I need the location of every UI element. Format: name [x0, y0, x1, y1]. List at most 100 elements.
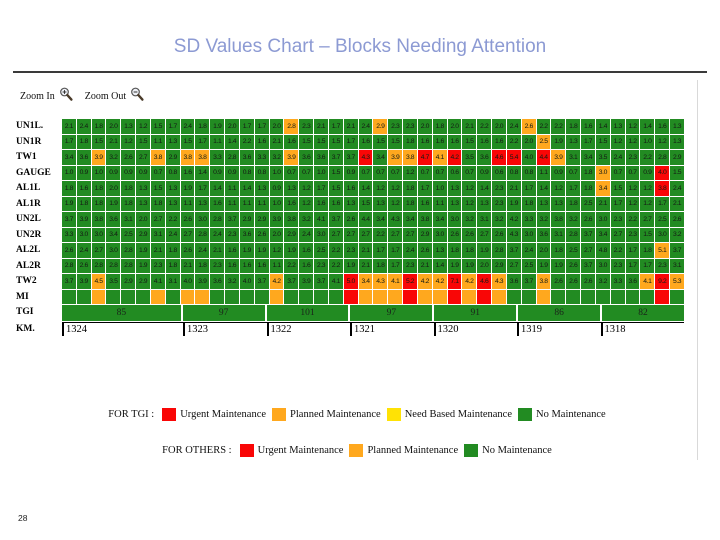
grid-cell: 2.5 [314, 243, 328, 258]
grid-cell: 3.1 [670, 258, 684, 273]
grid-cell: 1.6 [655, 119, 670, 134]
zoom-controls: Zoom In Zoom Out [20, 87, 153, 105]
grid-cell: 1.3 [610, 119, 625, 134]
grid-cell: 3.3 [521, 212, 536, 227]
grid-cell: 2.2 [536, 119, 551, 134]
grid-cell: 3.6 [536, 227, 551, 242]
grid-cell: 3.9 [284, 150, 299, 165]
grid-cell: 4.0 [655, 165, 670, 180]
grid-cell: 3.0 [595, 258, 610, 273]
legend-item: Urgent Maintenance [162, 408, 266, 421]
zoom-in-icon[interactable] [59, 87, 74, 105]
grid-cell: 2.0 [269, 227, 284, 242]
grid-cell: 3.4 [595, 181, 610, 196]
grid-cell: 2.6 [254, 227, 269, 242]
km-section: 1319 [517, 323, 601, 340]
grid-cell: 5.4 [506, 150, 521, 165]
heatmap-row: AL1R 1.9 1.8 1.8 1.9 1.8 1.3 1.8 1.3 1.1 1.3 1.6 1.1… [16, 196, 684, 211]
grid-cell: 1.8 [91, 196, 106, 211]
grid-cell: 2.4 [210, 227, 225, 242]
grid-cell: 1.1 [239, 196, 254, 211]
grid-cell: 4.7 [417, 150, 432, 165]
tgi-block: 82 [602, 305, 684, 321]
legend-item-label: Urgent Maintenance [180, 409, 267, 420]
grid-cell: 2.4 [76, 243, 91, 258]
grid-cell: 1.6 [254, 258, 269, 273]
grid-cell: 3.0 [447, 212, 462, 227]
grid-cell: 0.7 [462, 165, 477, 180]
grid-cell: 3.7 [328, 212, 343, 227]
grid-cell: 2.5 [581, 196, 595, 211]
grid-cell: 1.2 [462, 196, 477, 211]
grid-cell: 3.0 [91, 227, 106, 242]
grid-cell: 2.8 [91, 258, 106, 273]
grid-cell: 2.9 [165, 150, 180, 165]
grid-cell: 2.8 [121, 243, 136, 258]
mi-cell [284, 289, 299, 304]
grid-cell: 7.1 [447, 274, 462, 289]
grid-cell: 3.7 [62, 212, 76, 227]
legend-item: No Maintenance [518, 408, 606, 421]
zoom-out-button[interactable]: Zoom Out [84, 90, 127, 102]
grid-cell: 4.1 [314, 212, 328, 227]
grid-cell: 1.3 [254, 181, 269, 196]
legend-others-items: Urgent Maintenance Planned Maintenance No … [239, 444, 558, 457]
grid-cell: 3.2 [670, 227, 684, 242]
grid-cell: 1.3 [447, 181, 462, 196]
grid-cell: 4.4 [358, 212, 373, 227]
grid-cell: 3.9 [299, 274, 314, 289]
grid-cell: 3.6 [299, 150, 314, 165]
grid-cell: 2.6 [670, 212, 684, 227]
grid-cell: 2.7 [358, 227, 373, 242]
grid-cell: 3.3 [210, 150, 225, 165]
grid-cell: 2.9 [136, 227, 150, 242]
grid-cell: 1.5 [373, 134, 388, 149]
grid-cell: 3.7 [343, 150, 358, 165]
grid-cell: 3.7 [581, 258, 595, 273]
mi-cell [670, 289, 684, 304]
page-title: SD Values Chart – Blocks Needing Attenti… [173, 36, 547, 57]
grid-cell: 0.7 [432, 165, 447, 180]
mi-cell [403, 289, 417, 304]
grid-cell: 3.3 [254, 150, 269, 165]
grid-cell: 1.6 [225, 243, 239, 258]
tgi-block: 85 [62, 305, 181, 321]
grid-cell: 2.5 [121, 227, 136, 242]
grid-cell: 2.0 [269, 119, 284, 134]
grid-cell: 3.8 [655, 181, 670, 196]
grid-cell: 3.6 [314, 150, 328, 165]
grid-cell: 2.6 [180, 243, 195, 258]
grid-cell: 2.0 [136, 212, 150, 227]
grid-cell: 3.6 [625, 274, 640, 289]
grid-cell: 2.6 [581, 212, 595, 227]
legend-item: Planned Maintenance [349, 444, 458, 457]
grid-cell: 1.2 [640, 181, 655, 196]
mi-cell [373, 289, 388, 304]
grid-cell: 1.3 [432, 243, 447, 258]
row-cells: 2.1 2.4 1.8 2.0 1.3 1.2 1.5 1.7 2.4 1.8 1.9 2.0 1.7 1… [62, 119, 684, 134]
heatmap-row: TGI 85 97 101 97 91 86 82 [16, 305, 684, 321]
grid-cell: 2.2 [165, 212, 180, 227]
zoom-out-icon[interactable] [130, 87, 145, 105]
grid-cell: 2.6 [492, 227, 506, 242]
grid-cell: 3.6 [239, 150, 254, 165]
grid-cell: 1.4 [225, 134, 239, 149]
grid-cell: 1.4 [536, 181, 551, 196]
grid-cell: 3.4 [595, 227, 610, 242]
title-divider [13, 71, 707, 73]
row-cells: 1.0 0.9 1.0 0.9 0.9 0.9 0.7 0.8 1.6 1.4 0.9 0.9 0.8 0… [62, 165, 684, 180]
grid-cell: 1.9 [180, 181, 195, 196]
row-label: AL2L [16, 245, 41, 255]
mi-cell [477, 289, 492, 304]
grid-cell: 2.9 [417, 227, 432, 242]
grid-cell: 3.9 [388, 150, 403, 165]
zoom-in-button[interactable]: Zoom In [20, 90, 55, 102]
grid-cell: 2.3 [655, 258, 670, 273]
grid-cell: 1.7 [62, 134, 76, 149]
grid-cell: 1.4 [432, 258, 447, 273]
row-cells: 3.4 3.6 3.9 3.2 2.6 2.7 3.8 2.9 3.8 3.8 3.3 2.8 3.6 3… [62, 150, 684, 165]
mi-cell [551, 289, 566, 304]
grid-cell: 2.8 [225, 150, 239, 165]
grid-cell: 2.6 [566, 274, 581, 289]
grid-cell: 3.8 [284, 212, 299, 227]
